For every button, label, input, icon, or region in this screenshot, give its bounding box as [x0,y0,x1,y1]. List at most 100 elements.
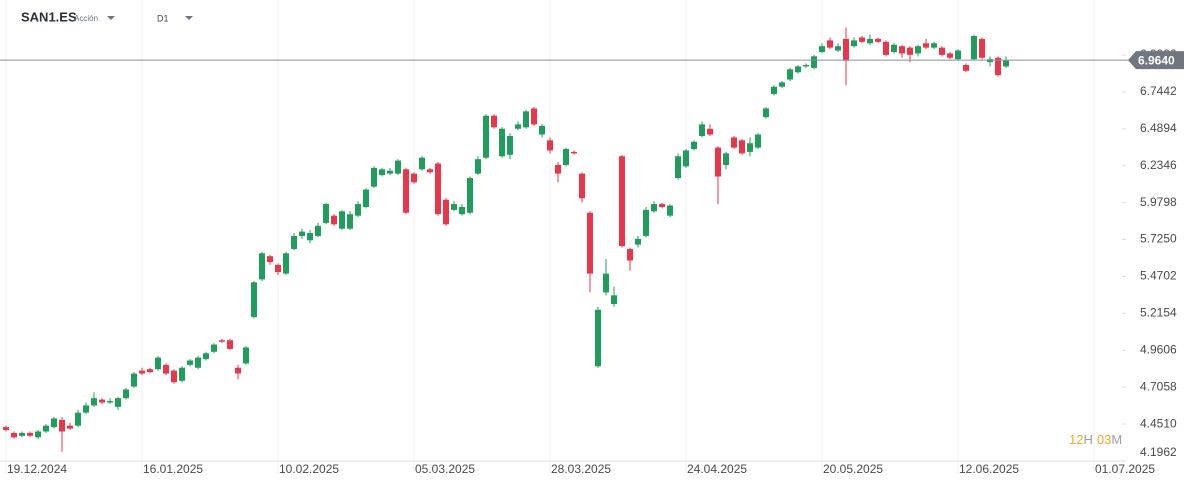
y-tick-label: 4.7058 [1140,379,1177,393]
timeframe[interactable]: D1 [157,13,169,23]
candle-body [755,134,761,148]
grid [5,0,1095,473]
candle-body [915,46,921,54]
candle-body [747,143,753,152]
candle-body [995,57,1001,76]
candle-body [1003,60,1009,67]
candle-body [411,173,417,183]
candle-body [451,204,457,210]
candle-body [419,157,425,170]
candle-body [443,199,449,225]
candle-body [251,282,257,318]
candle-body [459,206,465,215]
candle-body [859,37,865,42]
x-tick-label: 12.06.2025 [959,462,1019,476]
y-tick-label: 6.7442 [1140,84,1177,98]
y-tick-label: 4.4510 [1140,416,1177,430]
candle-body [939,47,945,55]
candle-body [795,66,801,73]
candle-body [803,65,809,67]
asset-type: Acción [74,14,98,23]
candle-body [475,159,481,174]
candle-body [811,56,817,68]
candle-body [403,169,409,213]
candle-body [731,137,737,148]
candle-body [387,170,393,174]
x-tick-label: 19.12.2024 [7,462,67,476]
candle-body [307,233,313,241]
candle-body [91,398,97,406]
candle-body [579,173,585,199]
candle-body [331,215,337,225]
timeframe-dropdown[interactable] [185,16,193,20]
candle-body [843,38,849,61]
candle-body [659,204,665,207]
candle-body [211,344,217,352]
candle-body [883,41,889,55]
candle-body [155,357,161,370]
candle-body [675,156,681,178]
timer-part: H [1083,432,1092,447]
candle-body [171,370,177,383]
candle-body [723,153,729,165]
candle-body [291,235,297,249]
chart-header: SAN1.ES Acción D1 [21,9,193,24]
candles [3,27,1009,452]
candle-body [891,44,897,52]
y-tick-label: 6.2346 [1140,158,1177,172]
candle-body [827,40,833,48]
candle-body [515,124,521,129]
x-tick-label: 05.03.2025 [415,462,475,476]
candle-body [435,163,441,215]
candle-body [243,347,249,364]
candle-body [339,211,345,229]
candle-body [27,432,33,436]
candle-body [363,189,369,207]
candle-body [195,357,201,368]
candle-body [819,46,825,52]
candle-body [699,124,705,136]
symbol[interactable]: SAN1.ES [21,9,77,24]
candle-body [75,412,81,426]
candle-body [131,373,137,387]
candle-body [683,150,689,167]
candle-body [315,225,321,236]
symbol-dropdown[interactable] [107,16,115,20]
candle-body [395,160,401,174]
timer-part: M [1111,432,1122,447]
candle-body [507,135,513,155]
candle-body [259,253,265,280]
candle-body [147,369,153,373]
candle-body [971,36,977,60]
candle-body [115,398,121,407]
candle-body [979,38,985,58]
candle-body [203,353,209,360]
candle-body [323,204,329,223]
candle-body [875,38,881,42]
candle-body [595,309,601,367]
candle-body [83,405,89,413]
candle-body [955,50,961,60]
candle-body [539,125,545,135]
candle-body [427,169,433,173]
x-tick-label: 24.04.2025 [687,462,747,476]
candle-body [19,432,25,436]
axes: 19.12.2024 16.01.2025 10.02.2025 05.03.2025… [0,47,1184,476]
timer-part: 12 [1069,432,1083,447]
candle-body [43,425,49,432]
x-tick-label: 16.01.2025 [143,462,203,476]
candle-body [899,46,905,54]
candle-body [3,427,9,431]
candle-body [643,209,649,236]
candle-body [563,149,569,165]
candle-body [235,367,241,374]
x-tick-label: 10.02.2025 [279,462,339,476]
candle-body [603,273,609,293]
candle-body [787,69,793,80]
x-tick-label: 28.03.2025 [551,462,611,476]
candle-body [531,108,537,125]
candle-body [35,431,41,438]
candle-body [227,340,233,349]
y-tick-label: 4.9606 [1140,342,1177,356]
candle-body [371,167,377,187]
